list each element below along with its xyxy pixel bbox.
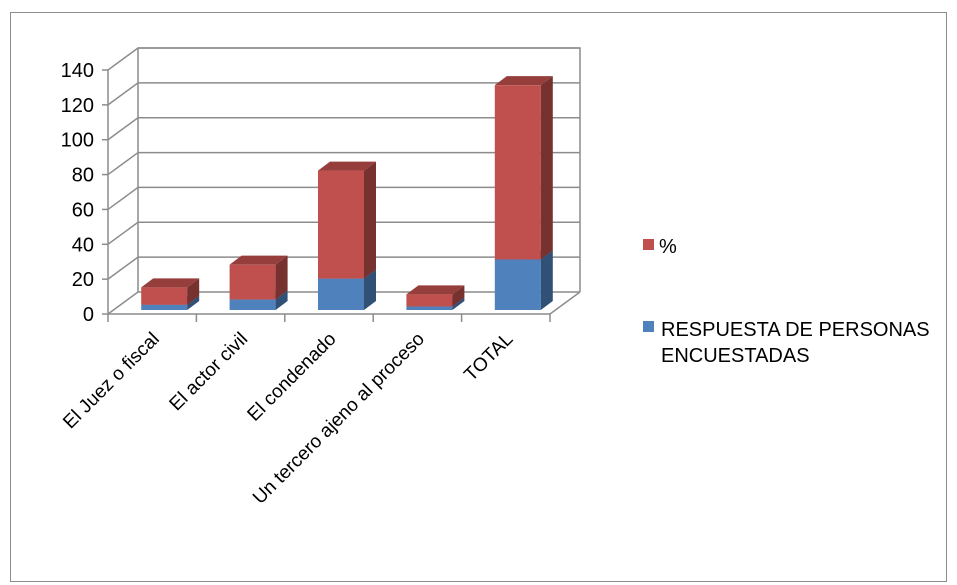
bar-segment-pct <box>318 161 376 279</box>
gridline <box>107 256 580 280</box>
gridline <box>107 186 580 211</box>
gridline <box>107 47 580 71</box>
y-tick-label: 40 <box>72 234 94 256</box>
gridline <box>107 221 580 245</box>
bar-side <box>540 250 553 310</box>
bar-front <box>318 170 364 279</box>
bar-side <box>187 278 200 305</box>
bar-segment-pct <box>494 76 553 260</box>
legend-label-pct: % <box>659 236 677 258</box>
legend-swatch-pct <box>643 239 654 250</box>
x-category-label: El condenado <box>244 329 341 426</box>
y-tick-label: 120 <box>61 95 94 117</box>
bar-side <box>275 255 288 300</box>
bars <box>141 76 553 310</box>
y-tick-label: 140 <box>61 60 94 82</box>
bar-front <box>141 287 188 305</box>
bar-top <box>494 76 553 86</box>
legend-swatch-respuesta <box>643 321 654 332</box>
bar-side <box>452 285 465 307</box>
bar-segment-pct <box>141 278 200 305</box>
bar-front <box>229 299 276 310</box>
bar-front <box>406 306 453 310</box>
y-tick-label: 100 <box>61 130 94 152</box>
bar-top <box>406 285 465 295</box>
gridline <box>107 116 580 141</box>
bar-front <box>406 294 453 307</box>
y-tick-label: 60 <box>72 199 94 221</box>
bar-side <box>540 76 553 260</box>
legend-label-respuesta-line1: RESPUESTA DE PERSONAS <box>661 319 930 341</box>
y-tick-labels: 0 20 40 60 80 100 120 140 <box>61 60 94 326</box>
bar-side <box>187 295 200 310</box>
axes <box>107 70 581 322</box>
y-tick-label: 20 <box>72 269 94 291</box>
bar-segment-pct <box>229 255 288 300</box>
legend-label-respuesta-line2: ENCUESTADAS <box>661 345 810 367</box>
bar-side <box>364 161 376 279</box>
legend: % RESPUESTA DE PERSONAS ENCUESTADAS <box>643 236 930 367</box>
x-category-label: Un tercero ajeno al proceso <box>249 329 429 509</box>
x-category-label: TOTAL <box>460 329 517 386</box>
bar-top <box>318 161 376 171</box>
x-category-label: El Juez o fiscal <box>59 329 163 433</box>
gridlines <box>102 47 580 315</box>
bar-front <box>318 278 364 310</box>
bar-front <box>494 85 541 260</box>
bar-side <box>364 269 376 310</box>
x-category-label: El actor civil <box>166 329 253 416</box>
bar-front <box>229 264 276 300</box>
bar-top <box>141 278 200 288</box>
bar-side <box>452 297 465 310</box>
bar-front <box>494 259 541 310</box>
gridline <box>107 151 580 176</box>
gridline <box>107 82 580 106</box>
bar-side <box>275 290 288 310</box>
bar-top <box>229 255 288 265</box>
bar-segment-pct <box>406 285 465 307</box>
y-tick-label: 80 <box>72 165 94 187</box>
y-tick-label: 0 <box>83 304 94 326</box>
bar-front <box>141 304 188 310</box>
